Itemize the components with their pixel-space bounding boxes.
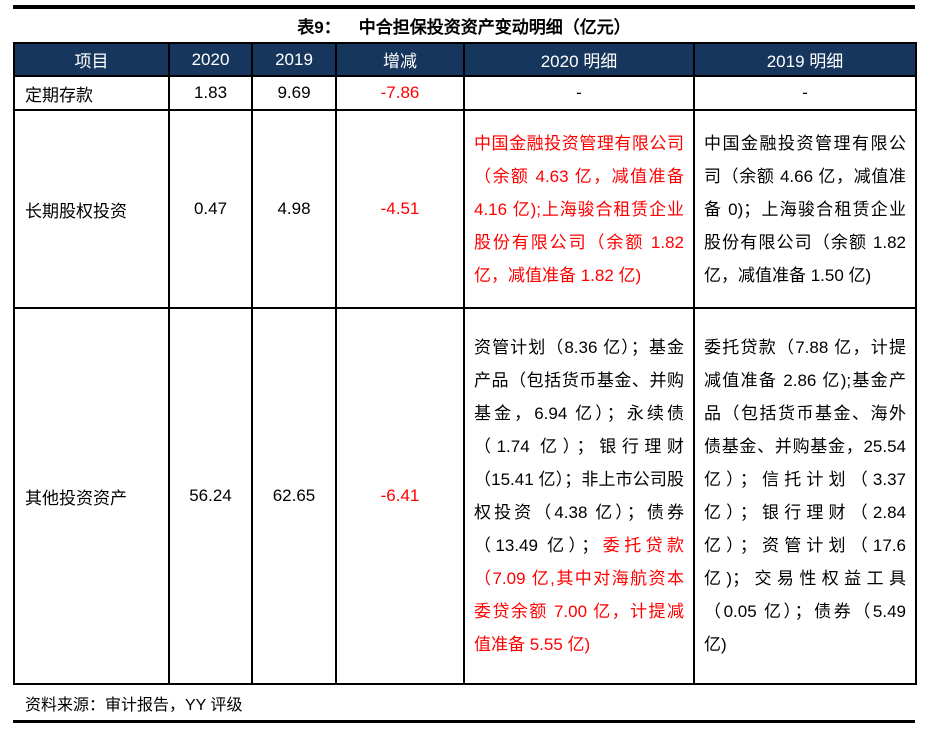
table-row-time-deposits: 定期存款 1.83 9.69 -7.86 - - bbox=[13, 75, 917, 111]
header-row: 项目 2020 2019 增减 2020 明细 2019 明细 bbox=[13, 42, 917, 77]
col-header-2020: 2020 bbox=[168, 42, 253, 77]
table-number-label: 表9： bbox=[297, 18, 341, 37]
source-note: 资料来源：审计报告，YY 评级 bbox=[25, 697, 243, 714]
report-page: 表9： 中合担保投资资产变动明细（亿元） 项目 2020 2019 增减 202… bbox=[0, 5, 917, 723]
cell-2019-value: 4.98 bbox=[251, 109, 337, 309]
cell-2019-detail: 委托贷款（7.88 亿，计提减值准备 2.86 亿);基金产品（包括货币基金、海… bbox=[693, 307, 917, 685]
col-header-detail-2019: 2019 明细 bbox=[693, 42, 917, 77]
cell-change-value: -4.51 bbox=[335, 109, 465, 309]
cell-change-value: -6.41 bbox=[335, 307, 465, 685]
cell-2020-value: 56.24 bbox=[168, 307, 253, 685]
bottom-rule bbox=[13, 720, 915, 723]
cell-2020-detail: 中国金融投资管理有限公司（余额 4.63 亿，减值准备 4.16 亿);上海骏合… bbox=[463, 109, 695, 309]
cell-2020-value: 1.83 bbox=[168, 75, 253, 111]
table-header: 项目 2020 2019 增减 2020 明细 2019 明细 bbox=[13, 42, 917, 77]
detail-text-red: 委托贷款（7.09 亿,其中对海航资本委贷余额 7.00 亿，计提减值准备 5.… bbox=[474, 536, 685, 654]
detail-text-red: 中国金融投资管理有限公司（余额 4.63 亿，减值准备 4.16 亿);上海骏合… bbox=[474, 133, 684, 285]
cell-item: 其他投资资产 bbox=[13, 307, 170, 685]
investment-assets-table: 项目 2020 2019 增减 2020 明细 2019 明细 定期存款 1.8… bbox=[13, 42, 917, 685]
table-title-text: 中合担保投资资产变动明细（亿元） bbox=[358, 18, 631, 37]
cell-item: 定期存款 bbox=[13, 75, 170, 111]
cell-item: 长期股权投资 bbox=[13, 109, 170, 309]
col-header-change: 增减 bbox=[335, 42, 465, 77]
col-header-detail-2020: 2020 明细 bbox=[463, 42, 695, 77]
cell-change-value: -7.86 bbox=[335, 75, 465, 111]
cell-2020-detail: 资管计划（8.36 亿）；基金产品（包括货币基金、并购基金，6.94 亿）；永续… bbox=[463, 307, 695, 685]
cell-2020-value: 0.47 bbox=[168, 109, 253, 309]
table-title: 表9： 中合担保投资资产变动明细（亿元） bbox=[13, 10, 915, 41]
col-header-2019: 2019 bbox=[251, 42, 337, 77]
cell-2019-value: 9.69 bbox=[251, 75, 337, 111]
col-header-item: 项目 bbox=[13, 42, 170, 77]
table-row-other-investment-assets: 其他投资资产 56.24 62.65 -6.41 资管计划（8.36 亿）；基金… bbox=[13, 307, 917, 685]
cell-2019-detail: - bbox=[693, 75, 917, 111]
cell-2020-detail: - bbox=[463, 75, 695, 111]
detail-text-black: 资管计划（8.36 亿）；基金产品（包括货币基金、并购基金，6.94 亿）；永续… bbox=[474, 338, 684, 555]
top-rule bbox=[13, 5, 915, 9]
table-row-long-term-equity: 长期股权投资 0.47 4.98 -4.51 中国金融投资管理有限公司（余额 4… bbox=[13, 109, 917, 309]
cell-2019-detail: 中国金融投资管理有限公司（余额 4.66 亿，减值准备 0)；上海骏合租赁企业股… bbox=[693, 109, 917, 309]
cell-2019-value: 62.65 bbox=[251, 307, 337, 685]
